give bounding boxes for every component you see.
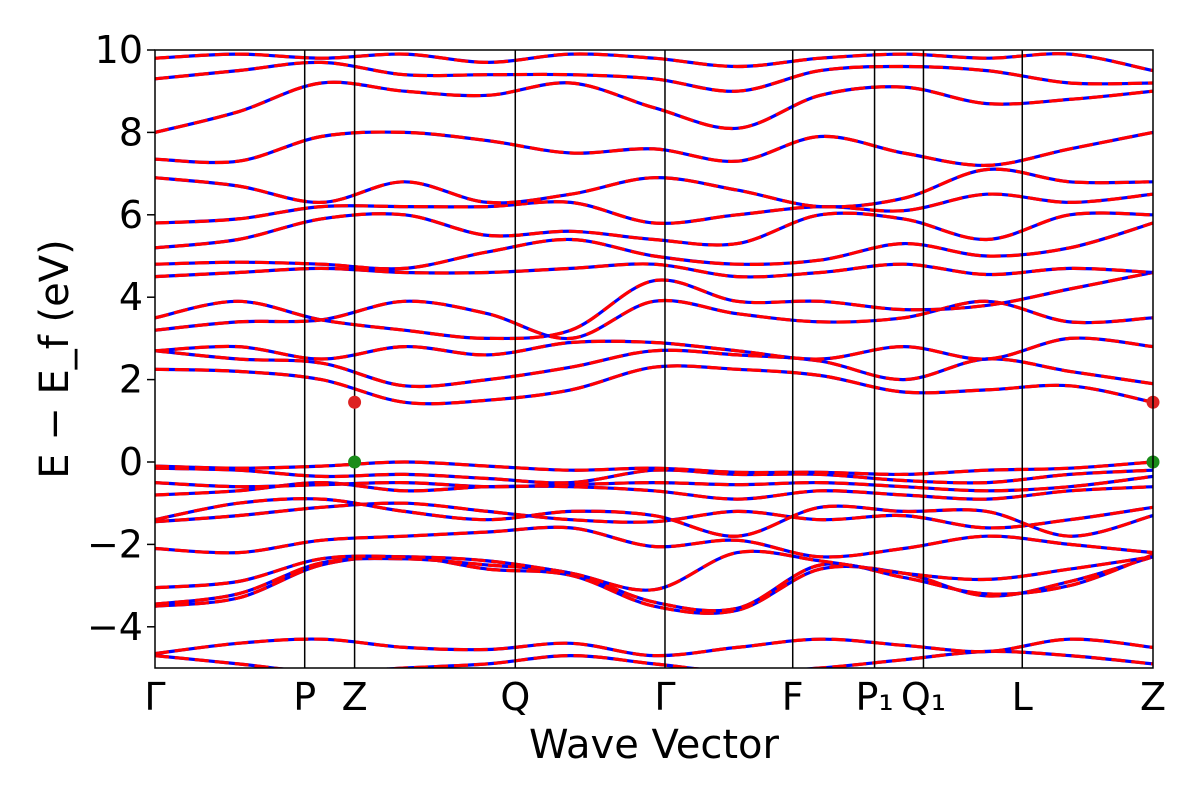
band-3	[155, 555, 1153, 615]
band-13	[155, 364, 1153, 406]
band-4	[155, 553, 1153, 613]
band-21	[155, 192, 1153, 225]
y-tick-label: 8	[119, 110, 143, 154]
vbm-marker	[348, 455, 362, 469]
band-2	[155, 637, 1153, 658]
band-25	[155, 60, 1153, 93]
band-17	[155, 270, 1153, 341]
y-tick-label: 0	[119, 440, 143, 484]
x-tick-label: F	[782, 675, 804, 719]
x-axis: Γ P Z Q Γ F P₁ Q₁ L Z	[144, 675, 1166, 719]
x-tick-label: Γ	[654, 675, 675, 719]
x-tick-label: Q	[500, 675, 530, 719]
y-tick-label: 10	[95, 28, 143, 72]
x-tick-label: L	[1012, 675, 1033, 719]
y-tick-label: 6	[119, 193, 143, 237]
x-tick-label: P₁	[855, 675, 893, 719]
y-tick-label: −2	[87, 522, 143, 566]
x-tick-label: Q₁	[901, 675, 946, 719]
band-5	[155, 549, 1153, 592]
band-9	[155, 480, 1153, 501]
y-tick-label: 4	[119, 275, 143, 319]
x-tick-label: Z	[342, 675, 368, 719]
band-15	[155, 336, 1153, 361]
plot-frame	[154, 49, 1154, 669]
band-12	[155, 460, 1153, 477]
band-10	[155, 474, 1153, 493]
x-tick-label: P	[293, 675, 316, 719]
cbm-marker	[348, 395, 362, 409]
band-23	[155, 130, 1153, 168]
band-1	[155, 649, 1153, 668]
band-7	[155, 501, 1153, 530]
y-tick-label: 2	[119, 358, 143, 402]
band-19	[155, 221, 1153, 271]
band-6	[155, 525, 1153, 559]
y-tick-label: −4	[87, 605, 143, 649]
y-axis: −4 −2 0 2 4 6 8 10	[87, 28, 155, 649]
x-tick-label: Γ	[144, 675, 165, 719]
band-24	[155, 80, 1153, 134]
band-22	[155, 167, 1153, 209]
band-20	[155, 211, 1153, 250]
x-tick-label: Z	[1140, 675, 1166, 719]
band-26	[155, 52, 1153, 73]
y-axis-label: E − E_f (eV)	[32, 239, 78, 478]
x-axis-label: Wave Vector	[529, 722, 780, 768]
bands	[155, 52, 1153, 668]
band-8	[155, 497, 1153, 538]
band-18	[155, 262, 1153, 279]
band-11	[155, 466, 1153, 485]
high-symmetry-lines	[303, 50, 1024, 668]
